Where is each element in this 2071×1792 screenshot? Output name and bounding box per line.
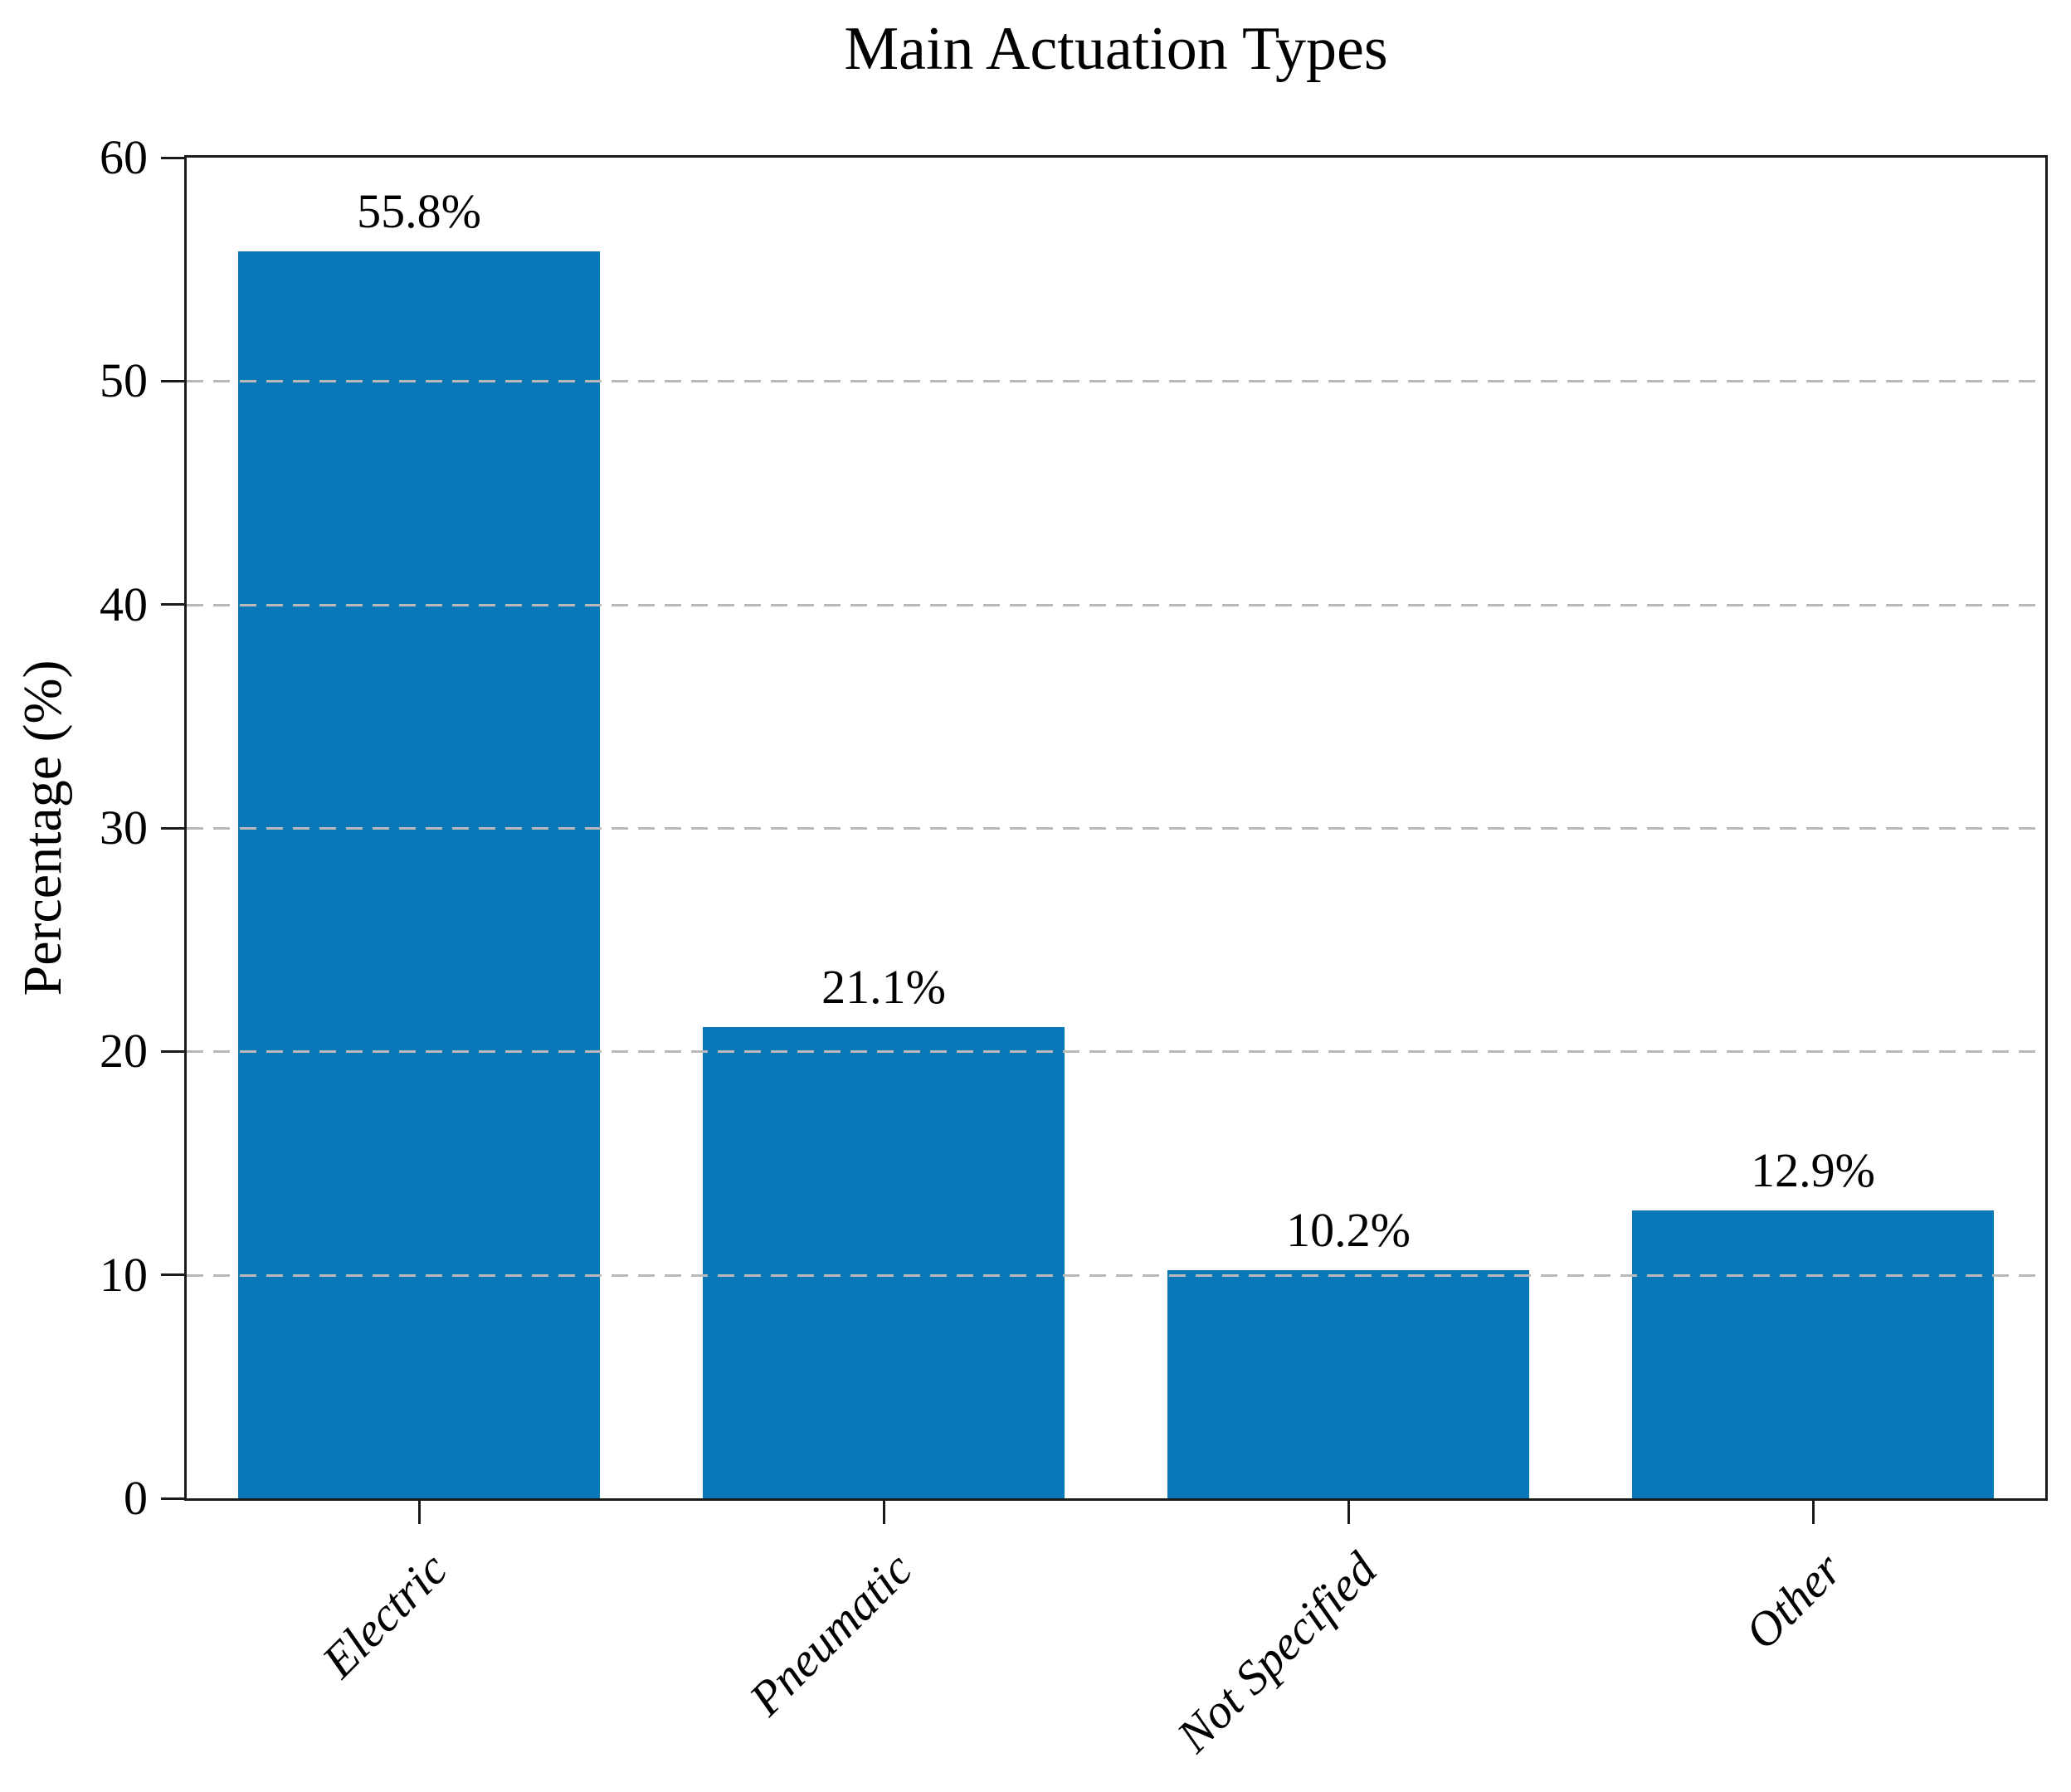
x-tick <box>1811 1501 1815 1524</box>
plot-area <box>184 155 2048 1501</box>
y-tick <box>161 1273 184 1277</box>
gridline <box>187 1050 2045 1054</box>
y-tick <box>161 1497 184 1500</box>
y-tick-label: 10 <box>100 1247 148 1302</box>
y-tick <box>161 1049 184 1053</box>
chart-title: Main Actuation Types <box>844 15 1388 83</box>
bar <box>702 1026 1065 1498</box>
y-tick-label: 40 <box>100 577 148 631</box>
gridline <box>187 1273 2045 1277</box>
bar-value-label: 12.9% <box>1751 1142 1875 1197</box>
y-tick <box>161 379 184 382</box>
x-tick-label-text: Not Specified <box>1166 1541 1387 1763</box>
y-tick-label: 20 <box>100 1024 148 1079</box>
x-tick-label-text: Electric <box>311 1541 458 1688</box>
x-tick <box>1347 1501 1350 1524</box>
y-tick-label: 60 <box>100 130 148 184</box>
y-tick <box>161 156 184 159</box>
gridline <box>187 827 2045 830</box>
x-tick-label-text: Pneumatic <box>738 1541 923 1726</box>
x-tick <box>417 1501 421 1524</box>
gridline <box>187 603 2045 606</box>
bar <box>1631 1210 1995 1498</box>
bar-value-label: 55.8% <box>357 184 481 239</box>
y-tick-label: 50 <box>100 353 148 408</box>
bar <box>237 251 601 1498</box>
y-tick-label: 0 <box>124 1471 148 1525</box>
bar-value-label: 21.1% <box>821 959 946 1014</box>
x-tick <box>882 1501 885 1524</box>
bar-value-label: 10.2% <box>1286 1203 1411 1258</box>
y-tick <box>161 826 184 830</box>
y-tick-label: 30 <box>100 801 148 855</box>
bar <box>1167 1270 1530 1498</box>
gridline <box>187 380 2045 383</box>
x-tick-label-text: Other <box>1734 1541 1852 1660</box>
y-tick <box>161 603 184 606</box>
